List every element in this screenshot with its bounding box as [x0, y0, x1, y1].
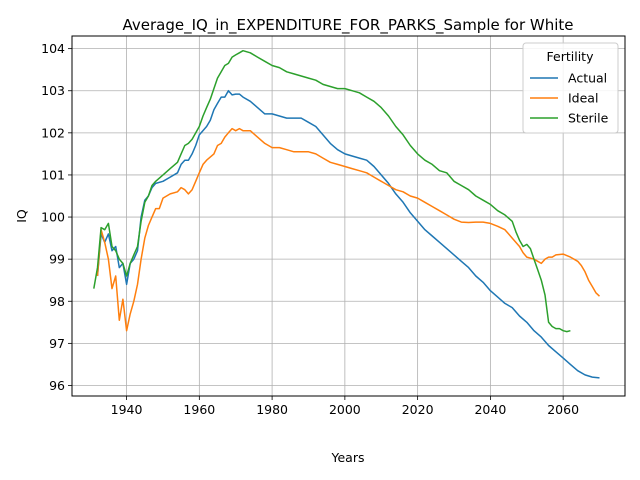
legend: Fertility Actual Ideal Sterile [522, 42, 619, 134]
x-axis-label: Years [331, 450, 365, 465]
y-tick-label: 102 [41, 125, 65, 140]
x-axis-ticks: 1940 1960 1980 2000 2020 2040 2060 [111, 396, 579, 417]
y-tick-label: 99 [49, 252, 65, 267]
y-tick-label: 103 [41, 83, 65, 98]
y-tick-label: 101 [41, 167, 65, 182]
chart-title: Average_IQ_in_EXPENDITURE_FOR_PARKS_Samp… [122, 16, 573, 35]
x-tick-label: 2040 [474, 402, 506, 417]
plot-area-frame [71, 35, 626, 397]
y-tick-label: 97 [49, 336, 65, 351]
x-tick-label: 1960 [183, 402, 215, 417]
y-tick-label: 104 [41, 41, 65, 56]
series-line-actual [96, 89, 600, 379]
x-tick-label: 2000 [329, 402, 361, 417]
series-line-ideal [96, 127, 601, 332]
y-tick-label: 96 [49, 378, 65, 393]
legend-label-ideal: Ideal [568, 91, 598, 106]
x-tick-label: 1940 [111, 402, 143, 417]
y-axis-label: IQ [14, 209, 29, 223]
x-tick-label: 2060 [547, 402, 579, 417]
legend-entries: Actual Ideal Sterile [530, 71, 609, 126]
y-tick-label: 100 [41, 210, 65, 225]
series-line-sterile [93, 49, 571, 333]
legend-box [522, 42, 619, 134]
series-lines [93, 49, 601, 379]
y-tick-label: 98 [49, 294, 65, 309]
legend-label-actual: Actual [568, 71, 607, 86]
x-tick-label: 2020 [402, 402, 434, 417]
x-tick-label: 1980 [256, 402, 288, 417]
legend-title: Fertility [547, 49, 595, 64]
y-axis-ticks: 96 97 98 99 100 101 102 103 104 [41, 41, 72, 393]
legend-label-sterile: Sterile [568, 111, 609, 126]
